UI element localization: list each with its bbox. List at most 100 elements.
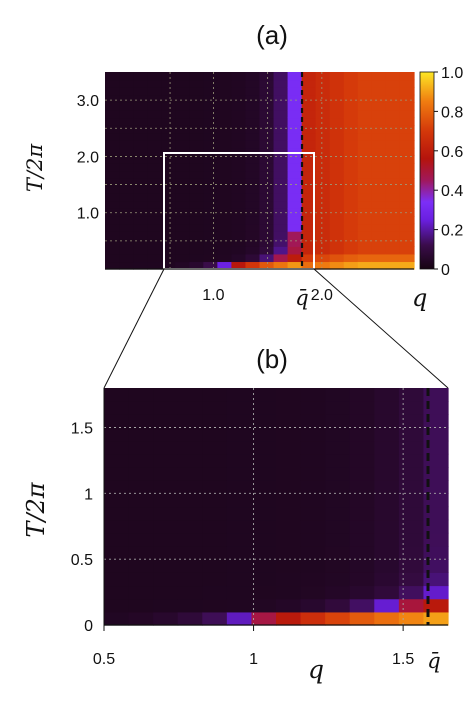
heat-cell — [226, 480, 253, 494]
heat-cell — [104, 598, 130, 613]
heat-cell — [287, 79, 303, 88]
heat-cell — [226, 401, 253, 415]
heat-cell — [133, 72, 148, 81]
heat-cell — [374, 414, 400, 429]
heat-cell — [357, 215, 373, 225]
heat-cell — [203, 79, 218, 88]
heat-cell — [325, 414, 351, 429]
heat-cell — [231, 125, 247, 134]
x-tick-label: 1.0 — [202, 287, 224, 304]
heat-cell — [245, 87, 261, 96]
heat-cell — [259, 117, 275, 126]
heat-cell — [251, 453, 277, 468]
heat-cell — [259, 185, 275, 194]
heat-cell — [343, 261, 359, 270]
heat-cell — [301, 178, 317, 187]
heat-cell — [399, 246, 415, 255]
heat-cell — [329, 94, 345, 103]
heat-cell — [329, 231, 345, 240]
heat-cell — [161, 185, 176, 194]
heat-cell — [189, 109, 204, 119]
heat-cell — [300, 519, 326, 534]
heat-cell — [128, 440, 154, 455]
heat-cell — [245, 200, 261, 209]
heat-cell — [423, 585, 449, 600]
heat-cell — [343, 132, 359, 141]
heat-cell — [357, 87, 373, 96]
heat-cell — [128, 388, 154, 402]
heat-cell — [349, 467, 375, 481]
heat-cell — [399, 79, 415, 88]
heat-cell — [329, 79, 345, 88]
heat-cell — [343, 200, 359, 209]
heat-cell — [343, 72, 359, 81]
heat-cell — [175, 200, 190, 209]
heat-cell — [189, 231, 204, 240]
heat-cell — [315, 102, 331, 111]
heat-cell — [189, 117, 204, 126]
heat-cell — [300, 506, 326, 521]
heat-cell — [161, 200, 176, 209]
heat-cell — [385, 147, 401, 156]
heat-cell — [374, 519, 400, 534]
heat-cell — [203, 215, 218, 225]
heat-cell — [251, 440, 277, 455]
heat-cell — [251, 506, 277, 521]
heat-cell — [175, 87, 190, 96]
heat-cell — [153, 519, 179, 534]
heat-cell — [245, 117, 261, 126]
heat-cell — [226, 467, 253, 481]
heat-cell — [329, 132, 345, 141]
heat-cell — [300, 611, 326, 626]
heat-cell — [202, 440, 228, 455]
heat-cell — [259, 125, 275, 134]
heat-cell — [329, 185, 345, 194]
heat-cell — [398, 532, 425, 547]
heat-cell — [161, 72, 176, 81]
heat-cell — [259, 170, 275, 179]
panel-a-grid — [105, 72, 414, 269]
heat-cell — [175, 215, 190, 225]
heat-cell — [399, 125, 415, 134]
heat-cell — [371, 208, 387, 217]
heat-cell — [147, 87, 162, 96]
heat-cell — [161, 223, 176, 232]
heat-cell — [104, 519, 130, 534]
heat-cell — [245, 155, 261, 164]
heat-cell — [104, 401, 130, 415]
heat-cell — [273, 215, 289, 225]
heat-cell — [231, 102, 247, 111]
heat-cell — [202, 401, 228, 415]
heat-cell — [202, 453, 228, 468]
heat-cell — [189, 87, 204, 96]
heat-cell — [273, 223, 289, 232]
heat-cell — [245, 246, 261, 255]
heat-cell — [349, 611, 375, 626]
heat-cell — [343, 162, 359, 172]
heat-cell — [105, 102, 120, 111]
heat-cell — [105, 162, 120, 172]
heat-cell — [301, 87, 317, 96]
heat-cell — [133, 147, 148, 156]
heat-cell — [128, 427, 154, 442]
heat-cell — [315, 170, 331, 179]
heat-cell — [189, 246, 204, 255]
heat-cell — [423, 453, 449, 468]
heat-cell — [175, 170, 190, 179]
heat-cell — [104, 414, 130, 429]
heat-cell — [153, 598, 179, 613]
heat-cell — [300, 546, 326, 560]
heat-cell — [231, 215, 247, 225]
heat-cell — [371, 185, 387, 194]
colorbar-ticks: 0 0.2 0.4 0.6 0.8 1.0 — [434, 65, 463, 279]
heat-cell — [133, 185, 148, 194]
heat-cell — [175, 109, 190, 119]
heat-cell — [105, 79, 120, 88]
heat-cell — [128, 611, 154, 626]
heat-cell — [399, 215, 415, 225]
heat-cell — [385, 200, 401, 209]
heat-cell — [189, 79, 204, 88]
heat-cell — [315, 132, 331, 141]
heat-cell — [287, 246, 303, 255]
heat-cell — [245, 162, 261, 172]
